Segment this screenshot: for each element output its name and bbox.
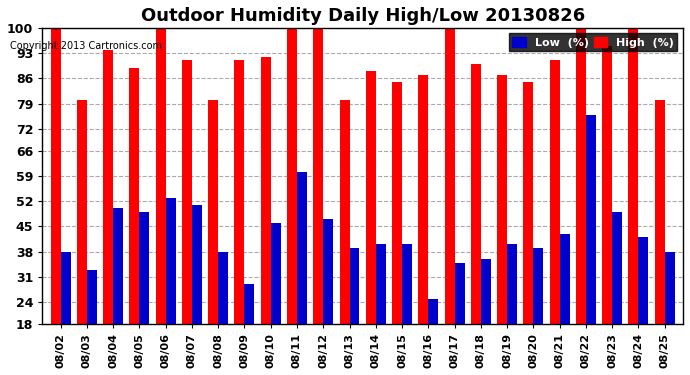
Bar (402, 244, 412, 375)
Bar (629, 28, 638, 375)
Bar (418, 75, 428, 375)
Bar (182, 60, 192, 375)
Bar (550, 60, 560, 375)
Bar (61, 252, 70, 375)
Bar (376, 244, 386, 375)
Bar (156, 28, 166, 375)
Bar (287, 28, 297, 375)
Bar (481, 259, 491, 375)
Bar (208, 100, 218, 375)
Bar (313, 28, 323, 375)
Bar (428, 298, 438, 375)
Bar (497, 75, 507, 375)
Bar (50, 28, 61, 375)
Bar (524, 82, 533, 375)
Bar (664, 252, 675, 375)
Bar (261, 57, 270, 375)
Bar (507, 244, 517, 375)
Bar (471, 64, 481, 375)
Bar (602, 46, 612, 375)
Bar (166, 198, 176, 375)
Bar (533, 248, 543, 375)
Bar (350, 248, 359, 375)
Bar (113, 209, 123, 375)
Bar (560, 234, 570, 375)
Bar (576, 28, 586, 375)
Bar (235, 60, 244, 375)
Text: Copyright 2013 Cartronics.com: Copyright 2013 Cartronics.com (10, 41, 162, 51)
Bar (392, 82, 402, 375)
Legend: Low  (%), High  (%): Low (%), High (%) (509, 33, 678, 51)
Bar (244, 284, 255, 375)
Bar (139, 212, 149, 375)
Bar (339, 100, 350, 375)
Bar (297, 172, 307, 375)
Bar (323, 219, 333, 375)
Bar (444, 28, 455, 375)
Bar (612, 212, 622, 375)
Bar (586, 114, 596, 375)
Bar (270, 223, 281, 375)
Bar (655, 100, 664, 375)
Bar (130, 68, 139, 375)
Bar (455, 262, 464, 375)
Title: Outdoor Humidity Daily High/Low 20130826: Outdoor Humidity Daily High/Low 20130826 (141, 7, 584, 25)
Bar (77, 100, 87, 375)
Bar (638, 237, 649, 375)
Bar (87, 270, 97, 375)
Bar (366, 71, 376, 375)
Bar (218, 252, 228, 375)
Bar (103, 50, 113, 375)
Bar (192, 205, 202, 375)
